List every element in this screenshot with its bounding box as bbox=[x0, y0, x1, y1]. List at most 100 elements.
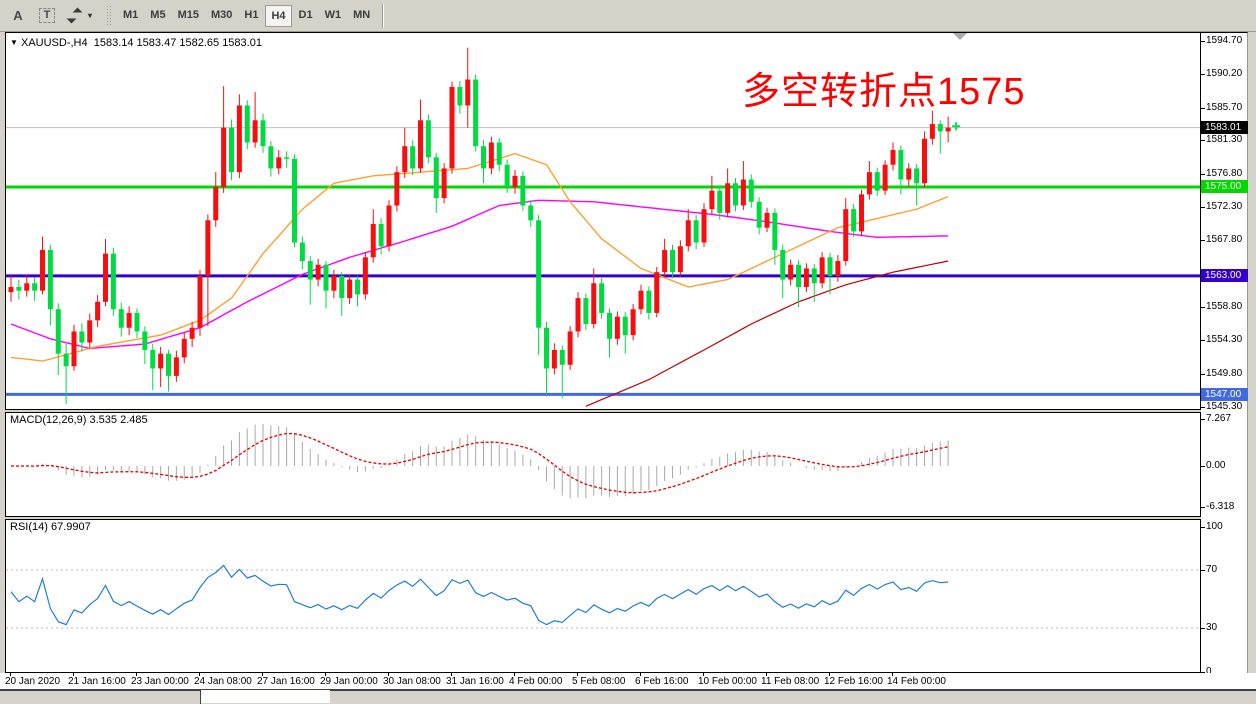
price-tick-mark bbox=[1201, 373, 1205, 375]
time-label: 31 Jan 16:00 bbox=[446, 676, 504, 687]
rsi-name: RSI(14) bbox=[10, 521, 48, 533]
price-tick-mark bbox=[1201, 407, 1205, 408]
rsi-scale-tick bbox=[1201, 526, 1205, 528]
time-tick-mark bbox=[262, 673, 263, 676]
text-tool-icon: T bbox=[38, 8, 56, 23]
price-tick-mark bbox=[1201, 74, 1205, 76]
chevron-down-icon: ▾ bbox=[87, 11, 92, 20]
rsi-scale-label: 0 bbox=[1206, 665, 1212, 677]
price-tick: 1594.70 bbox=[1206, 35, 1243, 46]
time-tick-mark bbox=[703, 673, 704, 676]
rsi-scale-label: 30 bbox=[1206, 622, 1218, 633]
time-tick-mark bbox=[199, 673, 200, 676]
bottom-window-edge-right bbox=[330, 690, 1256, 704]
timeframe-button-h1[interactable]: H1 bbox=[244, 8, 259, 21]
time-tick-mark bbox=[73, 673, 74, 676]
ma-mid-line bbox=[10, 199, 949, 350]
current-price-label: 1583.01 bbox=[1201, 121, 1248, 135]
timeframe-button-d1[interactable]: D1 bbox=[298, 8, 313, 21]
time-tick-mark bbox=[10, 673, 11, 676]
time-label: 21 Jan 16:00 bbox=[68, 676, 126, 687]
price-tick: 1554.30 bbox=[1206, 334, 1243, 346]
price-tick-mark bbox=[1201, 107, 1205, 109]
candlestick-canvas bbox=[6, 47, 1200, 407]
rsi-scale-tick bbox=[1201, 671, 1205, 673]
macd-scale-label: 0.00 bbox=[1206, 460, 1226, 471]
time-label: 14 Feb 00:00 bbox=[887, 676, 946, 687]
rsi-subwindow[interactable] bbox=[5, 519, 1201, 673]
price-tick: 1567.80 bbox=[1206, 234, 1243, 246]
cursor-tool-label: A bbox=[13, 8, 23, 23]
timeframe-button-m1[interactable]: M1 bbox=[123, 8, 139, 21]
timeframe-button-m15[interactable]: M15 bbox=[177, 8, 199, 21]
rsi-scale-tick bbox=[1201, 628, 1205, 629]
toolbar-separator bbox=[382, 3, 385, 28]
price-tick-mark bbox=[1201, 173, 1205, 175]
macd-name: MACD(12,26,9) bbox=[10, 414, 87, 426]
time-tick-mark bbox=[451, 673, 452, 676]
time-label: 4 Feb 00:00 bbox=[509, 676, 563, 687]
level-price-label: 1575.00 bbox=[1201, 180, 1248, 194]
level-price-label: 1563.00 bbox=[1201, 269, 1248, 283]
rsi-canvas bbox=[6, 564, 1200, 629]
chart-symbol-label: XAUUSD-,H4 bbox=[20, 37, 88, 49]
price-tick-mark bbox=[1201, 206, 1205, 208]
macd-value-main: 3.535 bbox=[89, 414, 118, 426]
level-price-label: 1547.00 bbox=[1201, 387, 1248, 401]
window-right-edge bbox=[1248, 32, 1256, 673]
time-label: 11 Feb 08:00 bbox=[761, 676, 820, 687]
time-tick-mark bbox=[577, 673, 578, 676]
time-tick-mark bbox=[514, 673, 515, 676]
time-label: 24 Jan 08:00 bbox=[194, 676, 252, 687]
rsi-label: RSI(14) 67.9907 bbox=[10, 521, 91, 533]
ma-slow-line bbox=[585, 260, 949, 407]
toolbar-grip[interactable] bbox=[106, 5, 113, 26]
chart-title: ▼ XAUUSD-,H4 1583.14 1583.47 1582.65 158… bbox=[10, 37, 262, 49]
price-tick-mark bbox=[1201, 306, 1205, 308]
chart-dropdown-icon: ▼ bbox=[10, 38, 18, 47]
macd-scale-tick bbox=[1201, 466, 1205, 467]
time-axis[interactable]: 20 Jan 2020 21 Jan 16:00 23 Jan 00:00 24 Ja… bbox=[0, 673, 1256, 690]
time-tick-mark bbox=[766, 673, 767, 676]
main-chart-area[interactable] bbox=[5, 32, 1201, 410]
price-tick: 1572.30 bbox=[1206, 200, 1243, 212]
rsi-value: 67.9907 bbox=[50, 521, 91, 533]
price-tick: 1558.80 bbox=[1206, 300, 1243, 312]
rsi-line bbox=[10, 564, 949, 626]
time-label: 6 Feb 16:00 bbox=[635, 676, 689, 687]
chart-text-annotation[interactable]: 多空转折点1575 bbox=[742, 71, 1026, 113]
time-label: 5 Feb 08:00 bbox=[572, 676, 626, 687]
chart-ohlc-values: 1583.14 1583.47 1582.65 1583.01 bbox=[93, 37, 262, 49]
bottom-window-gap bbox=[201, 690, 330, 703]
timeframe-button-h4[interactable]: H4 bbox=[265, 4, 292, 27]
text-tool-button[interactable]: T bbox=[36, 5, 58, 27]
timeframe-button-group: M1 M5 M15 M30 H1 H4 D1 W1 MN bbox=[117, 4, 376, 27]
price-tick-mark bbox=[1201, 41, 1205, 42]
timeframe-button-w1[interactable]: W1 bbox=[324, 8, 342, 21]
candles bbox=[8, 47, 951, 405]
time-label: 12 Feb 16:00 bbox=[824, 676, 883, 687]
macd-subwindow[interactable] bbox=[5, 412, 1201, 517]
timeframe-button-mn[interactable]: MN bbox=[353, 8, 371, 21]
time-label: 23 Jan 00:00 bbox=[131, 676, 189, 687]
timeframe-button-m30[interactable]: M30 bbox=[210, 8, 233, 21]
cursor-tool-button[interactable]: A bbox=[8, 5, 28, 27]
time-label: 10 Feb 00:00 bbox=[698, 676, 757, 687]
price-tick: 1590.20 bbox=[1206, 68, 1243, 80]
macd-scale-tick bbox=[1201, 419, 1205, 421]
time-label: 20 Jan 2020 bbox=[5, 676, 61, 687]
price-tick-mark bbox=[1201, 140, 1205, 142]
arrows-tool-button[interactable]: ▾ bbox=[66, 5, 96, 27]
toolbar: A T ▾ M1 M5 M15 M30 H1 H4 D1 W1 MN bbox=[0, 0, 1256, 32]
time-tick-mark bbox=[892, 673, 893, 676]
bottom-window-edge-left bbox=[0, 690, 201, 704]
rsi-scale-label: 100 bbox=[1206, 520, 1223, 532]
time-tick-mark bbox=[640, 673, 641, 676]
price-axis[interactable]: 1594.70 1590.20 1585.70 1581.30 1576.80 1572.… bbox=[1201, 32, 1248, 677]
timeframe-button-m5[interactable]: M5 bbox=[150, 8, 166, 21]
bar-position-marker-icon bbox=[953, 33, 967, 40]
macd-label: MACD(12,26,9) 3.535 2.485 bbox=[10, 414, 148, 426]
price-tick: 1549.80 bbox=[1206, 367, 1243, 379]
rsi-scale-label: 70 bbox=[1206, 564, 1218, 575]
time-tick-mark bbox=[325, 673, 326, 676]
